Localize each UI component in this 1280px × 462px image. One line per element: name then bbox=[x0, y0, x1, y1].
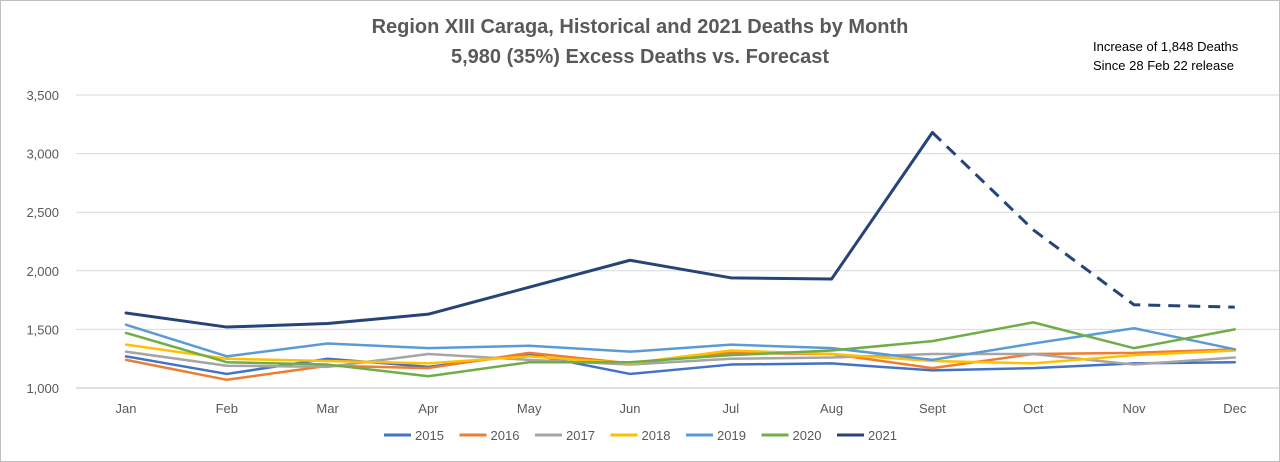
legend-label-2019: 2019 bbox=[717, 428, 746, 443]
x-tick-label: Dec bbox=[1223, 401, 1247, 416]
x-tick-label: Jul bbox=[722, 401, 739, 416]
legend-label-2015: 2015 bbox=[415, 428, 444, 443]
series-line-2017 bbox=[124, 350, 1237, 369]
y-axis-labels: 1,000 1,500 2,000 2,500 3,000 3,500 bbox=[26, 88, 59, 396]
legend-label-2020: 2020 bbox=[793, 428, 822, 443]
legend-label-2018: 2018 bbox=[642, 428, 671, 443]
series-line-2018 bbox=[124, 343, 1237, 365]
x-axis-labels: Jan Feb Mar Apr May Jun Jul Aug Sept Oct Nov Dec bbox=[116, 401, 1247, 416]
x-tick-label: Sept bbox=[919, 401, 946, 416]
series-line-2021-projected bbox=[931, 131, 1235, 309]
series-lines bbox=[124, 131, 1237, 382]
x-tick-label: Mar bbox=[316, 401, 339, 416]
x-tick-label: May bbox=[517, 401, 542, 416]
legend-label-2017: 2017 bbox=[566, 428, 595, 443]
chart-title: Region XIII Caraga, Historical and 2021 … bbox=[372, 16, 909, 38]
x-tick-label: Aug bbox=[820, 401, 843, 416]
legend-label-2016: 2016 bbox=[491, 428, 520, 443]
y-tick-label: 3,500 bbox=[26, 88, 59, 103]
x-tick-label: Nov bbox=[1122, 401, 1146, 416]
gridlines bbox=[76, 94, 1279, 389]
y-tick-label: 2,500 bbox=[26, 205, 59, 220]
annotation-line-1: Increase of 1,848 Deaths bbox=[1093, 39, 1239, 54]
series-line-2021 bbox=[124, 131, 934, 329]
legend: 2015 2016 2017 2018 2019 2020 2021 bbox=[384, 428, 897, 443]
x-tick-label: Apr bbox=[418, 401, 439, 416]
y-tick-label: 1,500 bbox=[26, 322, 59, 337]
y-tick-label: 1,000 bbox=[26, 381, 59, 396]
series-line-2019 bbox=[124, 323, 1237, 362]
legend-label-2021: 2021 bbox=[868, 428, 897, 443]
y-tick-label: 2,000 bbox=[26, 264, 59, 279]
x-tick-label: Jan bbox=[116, 401, 137, 416]
x-tick-label: Feb bbox=[216, 401, 238, 416]
y-tick-label: 3,000 bbox=[26, 147, 59, 162]
annotation-line-2: Since 28 Feb 22 release bbox=[1093, 58, 1234, 73]
x-tick-label: Oct bbox=[1023, 401, 1044, 416]
x-tick-label: Jun bbox=[620, 401, 641, 416]
series-line-2020 bbox=[124, 321, 1237, 378]
chart-subtitle: 5,980 (35%) Excess Deaths vs. Forecast bbox=[451, 46, 829, 68]
